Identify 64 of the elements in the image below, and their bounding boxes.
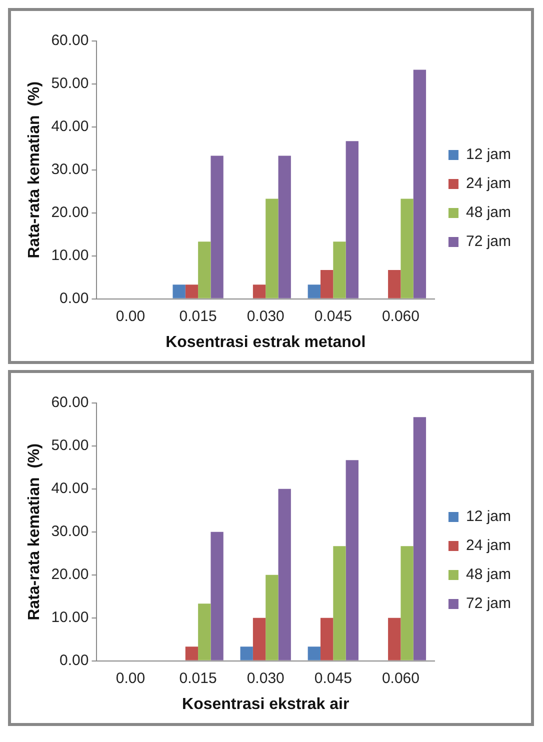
bar <box>185 646 198 660</box>
x-tick-label: 0.00 <box>116 670 146 687</box>
bar <box>240 646 253 660</box>
y-tick-label: 50.00 <box>51 437 89 454</box>
y-tick-label: 10.00 <box>51 608 89 626</box>
bar <box>278 156 291 298</box>
bar <box>278 488 291 660</box>
y-tick-label: 30.00 <box>51 161 89 178</box>
y-tick-label: 0.00 <box>60 652 89 669</box>
bar <box>413 70 426 298</box>
bar <box>252 284 266 298</box>
y-axis-title: Rata-rata kematian (%) <box>26 81 44 258</box>
legend-label: 12 jam <box>466 146 512 164</box>
bar <box>388 270 401 298</box>
bar <box>388 618 401 660</box>
legend-label: 12 jam <box>466 508 512 526</box>
x-tick-label: 0.015 <box>179 308 217 325</box>
x-tick-label: 0.015 <box>179 670 217 687</box>
bar <box>252 618 266 660</box>
x-tick-label: 0.060 <box>382 308 420 325</box>
legend-label: 24 jam <box>466 537 512 554</box>
legend-label: 24 jam <box>466 175 512 192</box>
bar <box>346 141 358 298</box>
bar <box>210 532 224 660</box>
bar <box>400 546 414 660</box>
x-tick-label: 0.045 <box>314 308 352 325</box>
legend-label: 72 jam <box>466 233 512 250</box>
legend-label: 48 jam <box>466 204 512 222</box>
bar <box>266 198 278 298</box>
bar <box>198 242 211 298</box>
y-tick-label: 0.00 <box>60 290 89 307</box>
x-tick-label: 0.045 <box>314 670 352 687</box>
y-tick-label: 30.00 <box>51 523 89 540</box>
x-tick-label: 0.030 <box>246 308 284 325</box>
bar <box>210 156 224 298</box>
legend-label: 72 jam <box>466 595 512 612</box>
bar <box>333 546 346 660</box>
y-tick-label: 60.00 <box>51 32 89 50</box>
legend-label: 48 jam <box>466 566 512 584</box>
bar <box>308 284 320 298</box>
bar <box>320 270 334 298</box>
bar <box>172 284 186 298</box>
x-tick-label: 0.00 <box>116 308 146 325</box>
bar <box>266 574 278 660</box>
x-axis-title: Kosentrasi estrak metanol <box>166 334 366 351</box>
y-tick-label: 10.00 <box>51 246 89 264</box>
bar <box>308 646 320 660</box>
y-axis-title: Rata-rata kematian (%) <box>26 443 44 620</box>
bar <box>333 242 346 298</box>
x-tick-label: 0.030 <box>246 670 284 687</box>
y-tick-label: 20.00 <box>51 204 89 222</box>
bar <box>346 460 358 660</box>
y-tick-label: 40.00 <box>51 480 89 498</box>
x-axis-title: Kosentrasi ekstrak air <box>182 696 350 713</box>
x-tick-label: 0.060 <box>382 670 420 687</box>
y-tick-label: 50.00 <box>51 75 89 92</box>
y-tick-label: 60.00 <box>51 394 89 412</box>
bar <box>413 417 426 660</box>
bar <box>198 604 211 660</box>
y-tick-label: 40.00 <box>51 118 89 136</box>
y-tick-label: 20.00 <box>51 566 89 584</box>
bar <box>400 198 414 298</box>
bar <box>320 618 334 660</box>
bar <box>185 284 198 298</box>
